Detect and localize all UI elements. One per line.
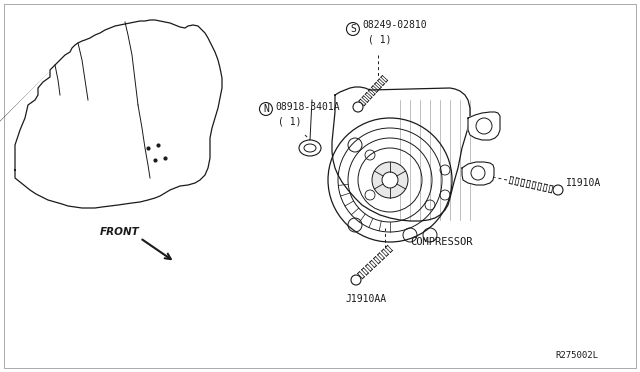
Text: 08918-3401A: 08918-3401A bbox=[275, 102, 340, 112]
Text: J1910AA: J1910AA bbox=[345, 294, 386, 304]
Text: ( 1): ( 1) bbox=[368, 34, 392, 44]
Polygon shape bbox=[468, 112, 500, 140]
Text: S: S bbox=[350, 24, 356, 34]
Text: N: N bbox=[263, 104, 269, 114]
Text: R275002L: R275002L bbox=[555, 351, 598, 360]
Circle shape bbox=[372, 162, 408, 198]
Ellipse shape bbox=[299, 140, 321, 156]
Text: ( 1): ( 1) bbox=[278, 116, 301, 126]
Text: 08249-02810: 08249-02810 bbox=[362, 20, 427, 30]
Circle shape bbox=[353, 102, 363, 112]
Text: I1910A: I1910A bbox=[566, 178, 601, 188]
Circle shape bbox=[351, 275, 361, 285]
Circle shape bbox=[553, 185, 563, 195]
Polygon shape bbox=[462, 162, 494, 185]
Polygon shape bbox=[332, 87, 470, 221]
Text: COMPRESSOR: COMPRESSOR bbox=[410, 237, 472, 247]
Text: FRONT: FRONT bbox=[100, 227, 140, 237]
Circle shape bbox=[382, 172, 398, 188]
